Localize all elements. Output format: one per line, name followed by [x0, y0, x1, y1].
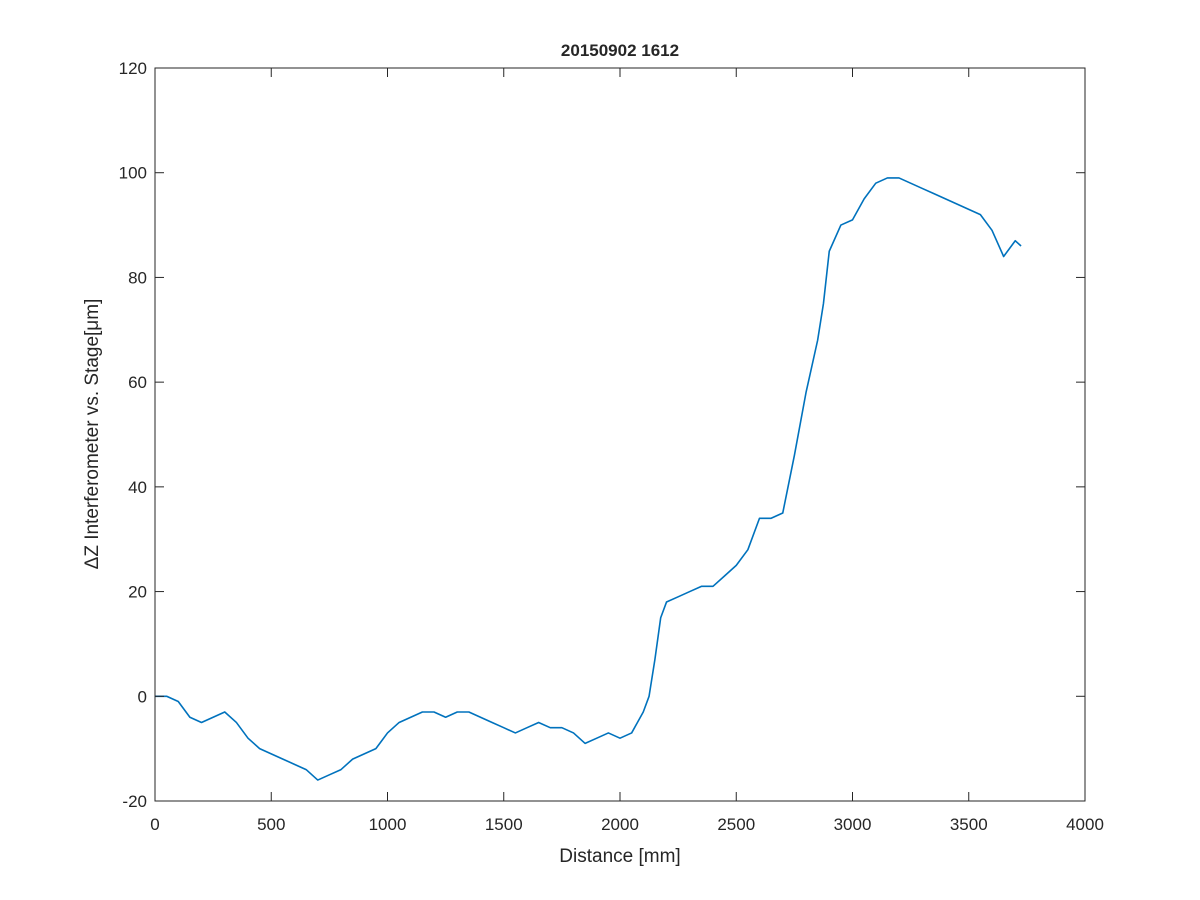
x-tick-label: 0: [150, 815, 159, 834]
x-tick-label: 3000: [834, 815, 872, 834]
x-tick-label: 500: [257, 815, 285, 834]
y-axis-label: ΔZ Interferometer vs. Stage[μm]: [82, 299, 103, 570]
x-tick-label: 2500: [717, 815, 755, 834]
x-tick-label: 2000: [601, 815, 639, 834]
y-tick-label: 0: [138, 687, 147, 706]
y-tick-label: 40: [128, 478, 147, 497]
y-tick-label: 60: [128, 373, 147, 392]
y-tick-label: 100: [119, 164, 147, 183]
chart-title: 20150902 1612: [561, 41, 679, 60]
y-tick-label: 120: [119, 59, 147, 78]
y-tick-label: 80: [128, 268, 147, 287]
y-tick-label: 20: [128, 583, 147, 602]
x-tick-label: 1500: [485, 815, 523, 834]
x-tick-label: 3500: [950, 815, 988, 834]
x-axis-label: Distance [mm]: [559, 846, 680, 867]
y-tick-label: -20: [122, 792, 147, 811]
x-tick-label: 4000: [1066, 815, 1104, 834]
x-tick-label: 1000: [369, 815, 407, 834]
data-line: [155, 177, 1022, 781]
